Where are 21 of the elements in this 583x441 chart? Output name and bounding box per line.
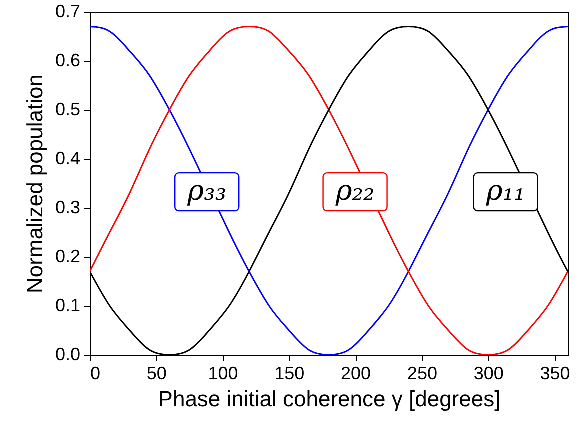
x-tick-label: 250 — [407, 364, 438, 384]
y-tick-label: 0.2 — [55, 246, 80, 266]
y-tick-label: 0.4 — [55, 148, 80, 168]
y-tick-label: 0.7 — [55, 2, 80, 22]
series-label: ρ₂₂ — [334, 174, 375, 208]
series-label: ρ₃₃ — [186, 174, 227, 208]
x-tick-label: 50 — [146, 364, 167, 384]
y-tick-label: 0.6 — [55, 50, 80, 70]
x-tick-label: 300 — [474, 364, 504, 384]
series-label: ρ₁₁ — [485, 174, 526, 208]
y-tick-label: 0.1 — [55, 296, 80, 316]
x-tick-label: 200 — [341, 364, 372, 384]
x-tick-label: 150 — [274, 364, 305, 384]
y-tick-label: 0.5 — [55, 100, 80, 120]
y-tick-label: 0.3 — [55, 198, 80, 218]
x-tick-label: 0 — [90, 364, 101, 384]
y-axis-title: Normalized population — [22, 74, 48, 294]
x-tick-label: 350 — [540, 364, 570, 384]
y-tick-label: 0.0 — [55, 344, 80, 364]
x-tick-label: 100 — [208, 364, 238, 384]
x-axis-title: Phase initial coherence γ [degrees] — [158, 386, 501, 412]
